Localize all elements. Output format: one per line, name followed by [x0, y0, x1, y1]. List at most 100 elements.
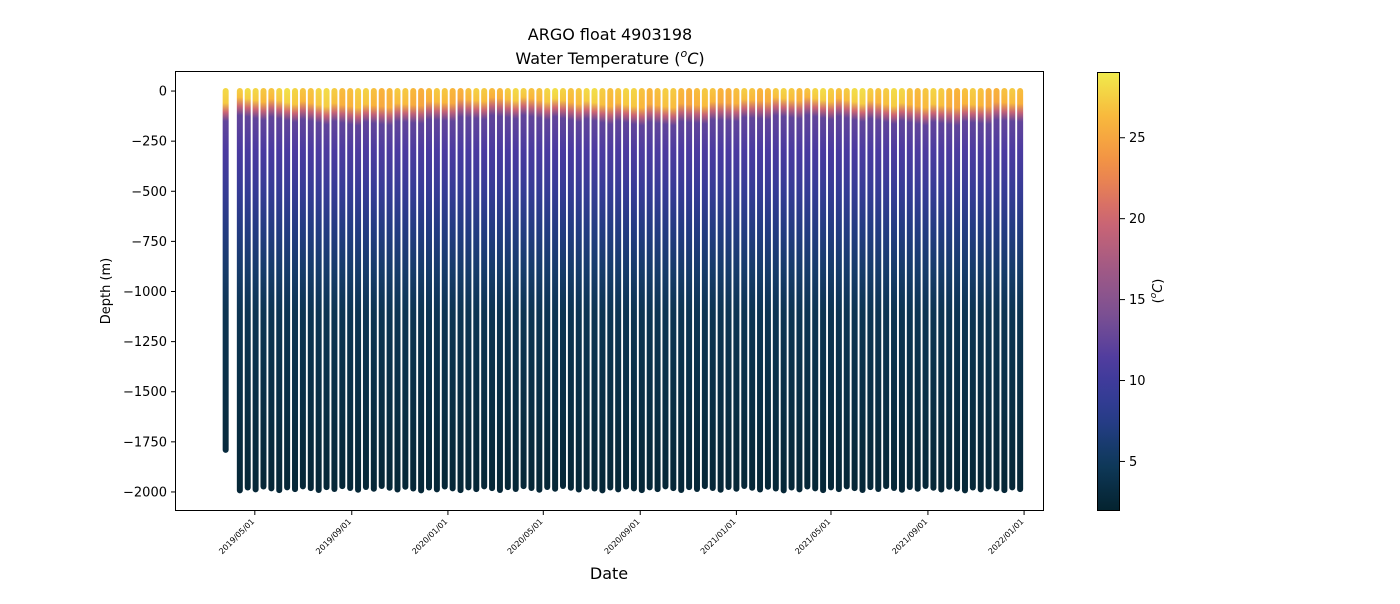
profile-84 — [891, 88, 898, 491]
chart-title: ARGO float 4903198 — [528, 25, 692, 44]
y-tick-label: −250 — [131, 135, 167, 150]
chart-subtitle: Water Temperature (oC) — [515, 47, 704, 68]
x-tick-label: 2022/01/01 — [987, 517, 1026, 556]
profile-17 — [362, 88, 369, 490]
profile-96 — [985, 88, 992, 490]
profile-83 — [883, 88, 890, 490]
profile-39 — [536, 88, 543, 493]
x-tick-label: 2021/01/01 — [699, 517, 738, 556]
profile-86 — [906, 88, 913, 490]
profile-33 — [489, 88, 496, 492]
x-axis: 2019/05/01 2019/09/01 2020/01/01 2020/05/01… — [217, 510, 1025, 556]
profile-53 — [646, 88, 653, 491]
profile-18 — [370, 88, 377, 492]
profile-32 — [481, 88, 488, 490]
profile-41 — [552, 88, 559, 492]
profile-21 — [394, 88, 401, 493]
profile-74 — [812, 88, 819, 492]
profile-22 — [402, 88, 409, 490]
profile-82 — [875, 88, 882, 492]
profile-42 — [560, 88, 566, 489]
y-tick-label: −1000 — [123, 285, 167, 300]
profile-100 — [1017, 88, 1024, 493]
profile-87 — [914, 88, 921, 492]
profile-54 — [654, 88, 661, 493]
x-tick-label: 2019/05/01 — [217, 517, 256, 556]
profile-40 — [544, 88, 551, 490]
profile-46 — [591, 88, 598, 492]
profile-60 — [701, 88, 708, 490]
profile-66 — [749, 88, 756, 491]
profile-43 — [567, 88, 574, 491]
profile-12 — [323, 88, 330, 491]
x-axis-label: Date — [590, 564, 628, 583]
profile-68 — [764, 88, 771, 490]
profile-91 — [946, 88, 953, 490]
profile-7 — [284, 88, 291, 491]
profile-64 — [733, 88, 740, 492]
profile-51 — [630, 88, 637, 492]
profile-8 — [292, 88, 299, 493]
profile-72 — [796, 88, 803, 493]
profile-90 — [938, 88, 945, 493]
profile-26 — [433, 88, 440, 493]
profile-62 — [717, 88, 724, 493]
y-tick-label: −1750 — [123, 435, 167, 450]
y-tick-label: −750 — [131, 235, 167, 250]
colorbar-axis: 5 10 15 20 25 — [1120, 131, 1146, 470]
profile-99 — [1009, 88, 1016, 491]
profile-48 — [607, 88, 614, 491]
profile-85 — [898, 88, 905, 493]
x-tick-label: 2020/01/01 — [410, 517, 449, 556]
x-tick-label: 2020/09/01 — [603, 517, 642, 556]
profile-55 — [662, 88, 669, 490]
profile-98 — [1001, 88, 1008, 494]
profile-38 — [528, 88, 535, 491]
profile-79 — [851, 88, 858, 492]
profile-93 — [961, 88, 968, 494]
profile-24 — [418, 88, 425, 494]
x-tick-label: 2021/05/01 — [793, 517, 832, 556]
profile-27 — [441, 88, 448, 490]
profile-73 — [804, 88, 811, 490]
profile-61 — [709, 88, 716, 491]
profile-78 — [843, 88, 850, 490]
colorbar — [1097, 72, 1120, 511]
profile-14 — [339, 88, 346, 490]
profile-20 — [386, 88, 393, 491]
x-tick-label: 2019/09/01 — [314, 517, 353, 556]
profile-3 — [252, 88, 259, 493]
profile-81 — [867, 88, 874, 491]
colorbar-tick-label: 25 — [1129, 131, 1146, 146]
plot-frame — [175, 71, 1044, 511]
y-tick-label: −1250 — [123, 335, 167, 350]
profile-67 — [757, 88, 764, 493]
colorbar-tick-label: 15 — [1129, 293, 1146, 308]
profile-97 — [993, 88, 1000, 492]
profile-4 — [260, 88, 267, 490]
y-axis: 0 −250 −500 −750 −1000 −1250 −1500 −1750 −2000 — [123, 85, 176, 500]
profile-75 — [820, 88, 827, 494]
profile-0 — [222, 88, 229, 453]
profile-35 — [504, 88, 511, 491]
profile-5 — [268, 88, 275, 492]
profile-19 — [378, 88, 385, 489]
colorbar-label: (oC) — [1149, 279, 1166, 304]
plot-area — [222, 88, 1024, 494]
profile-89 — [930, 88, 937, 491]
profile-36 — [512, 88, 519, 492]
colorbar-tick-label: 10 — [1129, 374, 1146, 389]
profile-23 — [410, 88, 417, 492]
profile-94 — [969, 88, 976, 491]
profile-47 — [599, 88, 606, 494]
profile-34 — [496, 88, 503, 493]
profile-63 — [725, 88, 732, 490]
profile-44 — [575, 88, 582, 493]
profile-59 — [693, 88, 700, 492]
profile-52 — [638, 88, 645, 494]
profile-16 — [355, 88, 362, 493]
profile-37 — [520, 88, 527, 490]
profile-2 — [244, 88, 251, 491]
profile-69 — [772, 88, 779, 492]
